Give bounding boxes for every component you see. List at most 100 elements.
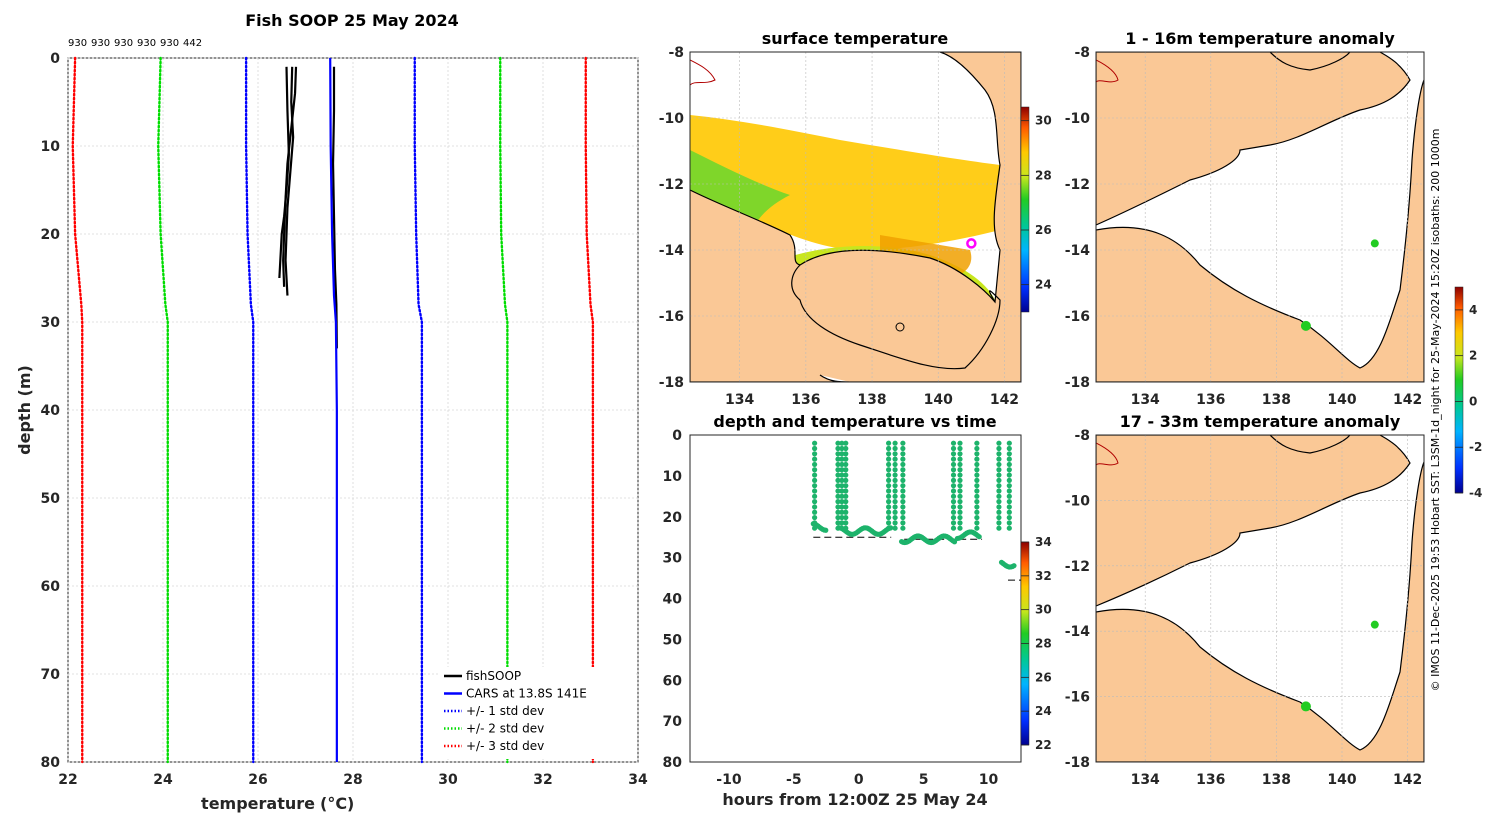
map-x-tick-label: 134 — [1131, 772, 1160, 788]
colorbar-tick-label: 30 — [1035, 603, 1052, 617]
depth-time-point — [892, 488, 898, 494]
legend-label: +/- 2 std dev — [466, 722, 544, 736]
depth-time-point — [950, 493, 957, 499]
colorbar-tick-label: 22 — [1035, 738, 1052, 752]
depth-time-point — [950, 440, 957, 446]
depth-time-point — [812, 509, 818, 515]
profile-y-tick-label: 0 — [50, 51, 60, 67]
depth-time-point — [843, 493, 849, 499]
depth-time-point — [892, 493, 898, 499]
depth-time-point — [812, 483, 818, 489]
depth-time-point — [957, 451, 963, 457]
depth-time-point — [996, 445, 1002, 452]
depth-time-point — [843, 520, 849, 526]
profile-legend: fishSOOP CARS at 13.8S 141E +/- 1 std dev +… — [440, 667, 636, 759]
depth-time-point — [1006, 499, 1012, 505]
map-x-tick-label: 140 — [924, 392, 953, 408]
map-x-tick-label: 136 — [1196, 392, 1225, 408]
map-x-tick-label: 138 — [1262, 772, 1291, 788]
map-y-tick-label: -14 — [1065, 243, 1091, 259]
depth-time-point — [996, 477, 1002, 483]
profile-std-lower — [157, 56, 169, 764]
profile-std-upper — [413, 56, 424, 764]
colorbar-tick-label: 32 — [1035, 569, 1052, 583]
depth-time-point — [835, 461, 841, 468]
anomaly-2-point — [1370, 620, 1379, 629]
depth-time-x-tick-label: -5 — [786, 772, 802, 788]
profile-count-label: 930 — [137, 38, 156, 49]
anomaly-1-title: 1 - 16m temperature anomaly — [1125, 29, 1395, 48]
depth-time-point — [843, 467, 849, 473]
depth-time-x-tick-label: -10 — [716, 772, 742, 788]
depth-time-point — [839, 483, 845, 489]
depth-time-point — [812, 440, 818, 446]
depth-time-point — [839, 499, 845, 505]
depth-time-point — [839, 472, 845, 478]
legend-label: +/- 1 std dev — [466, 704, 544, 718]
depth-time-point — [900, 456, 906, 462]
colorbar-tick-label: 26 — [1035, 223, 1052, 237]
depth-time-point — [996, 514, 1002, 521]
anomaly-1-land — [1096, 52, 1424, 382]
depth-time-point — [839, 467, 845, 473]
legend-label: fishSOOP — [466, 669, 521, 683]
depth-time-point — [950, 461, 957, 468]
depth-time-point — [996, 504, 1002, 510]
depth-time-point — [900, 445, 906, 452]
depth-time-point — [950, 514, 957, 521]
legend-box — [440, 667, 636, 759]
profile-y-tick-label: 20 — [41, 227, 61, 243]
depth-time-point — [1006, 467, 1012, 473]
depth-time-point — [974, 514, 980, 521]
depth-time-bottom-dashes — [813, 536, 1021, 581]
profile-x-tick-label: 24 — [153, 772, 173, 788]
anomaly-2-points — [1300, 620, 1379, 712]
depth-time-point — [892, 456, 898, 462]
depth-time-point — [886, 440, 892, 446]
sst-coastline — [791, 264, 1001, 370]
depth-time-point — [886, 499, 892, 505]
depth-time-point — [974, 477, 980, 483]
profile-xlabel-unit: (°C) — [320, 794, 354, 813]
depth-time-point — [812, 456, 818, 462]
anomaly-map-2-panel: 17 - 33m temperature anomaly 134 136 138 14… — [1065, 286, 1482, 788]
profile-std-upper — [499, 56, 509, 764]
depth-time-point — [843, 445, 849, 452]
anomaly-2-point — [1300, 701, 1311, 712]
depth-time-point — [812, 451, 818, 457]
map-y-tick-label: -10 — [1065, 493, 1091, 509]
colorbar-tick-label: 2 — [1469, 349, 1477, 363]
depth-time-y-tick-label: 60 — [663, 673, 683, 689]
depth-time-y-tick-label: 80 — [663, 755, 683, 771]
depth-time-point — [839, 445, 845, 452]
profile-count-label: 442 — [183, 38, 202, 49]
depth-time-x-tick-label: 10 — [979, 772, 999, 788]
profile-count-label: 930 — [114, 38, 133, 49]
depth-time-point — [996, 467, 1002, 473]
depth-time-point — [900, 440, 906, 446]
depth-time-point — [843, 440, 849, 446]
depth-time-point — [957, 440, 963, 446]
profile-x-ticks: 22 24 26 28 30 32 34 — [58, 772, 648, 788]
depth-time-point — [950, 477, 957, 483]
profile-y-tick-label: 10 — [41, 139, 61, 155]
depth-time-point — [835, 456, 841, 462]
depth-time-point — [900, 472, 906, 478]
depth-time-point — [892, 483, 898, 489]
depth-time-point — [1006, 456, 1012, 462]
depth-time-x-tick-label: 5 — [919, 772, 929, 788]
sst-island-marker — [895, 322, 905, 332]
depth-time-point — [892, 472, 898, 478]
depth-time-point — [892, 445, 898, 452]
depth-time-point — [900, 467, 906, 473]
depth-time-point — [886, 493, 892, 499]
depth-time-point — [950, 525, 957, 531]
map-x-tick-label: 138 — [1262, 392, 1291, 408]
depth-time-point — [1006, 461, 1012, 468]
profile-fishsoop-trace — [331, 66, 338, 349]
sst-x-ticks: 134 136 138 140 142 — [725, 392, 1019, 408]
depth-time-point — [886, 477, 892, 483]
depth-time-point — [974, 445, 980, 452]
depth-time-point — [812, 488, 818, 494]
